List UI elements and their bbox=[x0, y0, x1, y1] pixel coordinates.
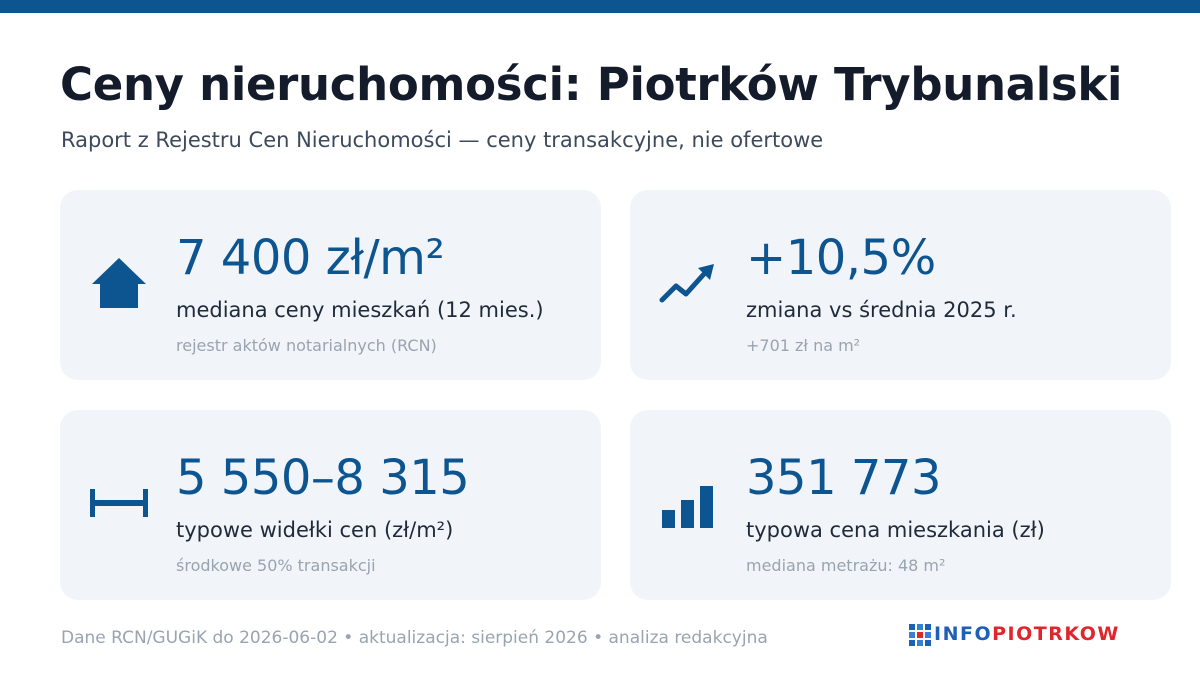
footer-source-note: Dane RCN/GUGiK do 2026-06-02 • aktualiza… bbox=[61, 628, 768, 648]
logo-grid-icon bbox=[909, 624, 931, 646]
logo-wordmark: INFOPIOTRKOW bbox=[934, 623, 1120, 645]
stat-label: typowe widełki cen (zł/m²) bbox=[176, 518, 454, 542]
stat-note: środkowe 50% transakcji bbox=[176, 556, 376, 575]
bar-chart-icon bbox=[662, 486, 713, 528]
stat-value: +10,5% bbox=[746, 230, 936, 286]
stat-note: mediana metrażu: 48 m² bbox=[746, 556, 946, 575]
stat-note: +701 zł na m² bbox=[746, 336, 861, 355]
infopiotrkow-logo: INFOPIOTRKOW bbox=[908, 620, 1142, 650]
stat-card-price-range: 5 550–8 315 typowe widełki cen (zł/m²) ś… bbox=[60, 410, 601, 600]
page-title: Ceny nieruchomości: Piotrków Trybunalski bbox=[60, 58, 1123, 111]
stat-card-typical-price: 351 773 typowa cena mieszkania (zł) medi… bbox=[630, 410, 1171, 600]
stat-label: typowa cena mieszkania (zł) bbox=[746, 518, 1045, 542]
trend-up-icon bbox=[659, 264, 714, 303]
top-accent-bar bbox=[0, 0, 1200, 13]
stat-value: 5 550–8 315 bbox=[176, 450, 470, 506]
stat-value: 7 400 zł/m² bbox=[176, 230, 445, 286]
range-icon bbox=[90, 489, 148, 517]
house-icon bbox=[92, 258, 146, 308]
stat-note: rejestr aktów notarialnych (RCN) bbox=[176, 336, 437, 355]
stat-value: 351 773 bbox=[746, 450, 942, 506]
stat-card-change: +10,5% zmiana vs średnia 2025 r. +701 zł… bbox=[630, 190, 1171, 380]
stat-label: zmiana vs średnia 2025 r. bbox=[746, 298, 1017, 322]
stat-card-median-price: 7 400 zł/m² mediana ceny mieszkań (12 mi… bbox=[60, 190, 601, 380]
stat-label: mediana ceny mieszkań (12 mies.) bbox=[176, 298, 544, 322]
page-subtitle: Raport z Rejestru Cen Nieruchomości — ce… bbox=[61, 128, 824, 152]
